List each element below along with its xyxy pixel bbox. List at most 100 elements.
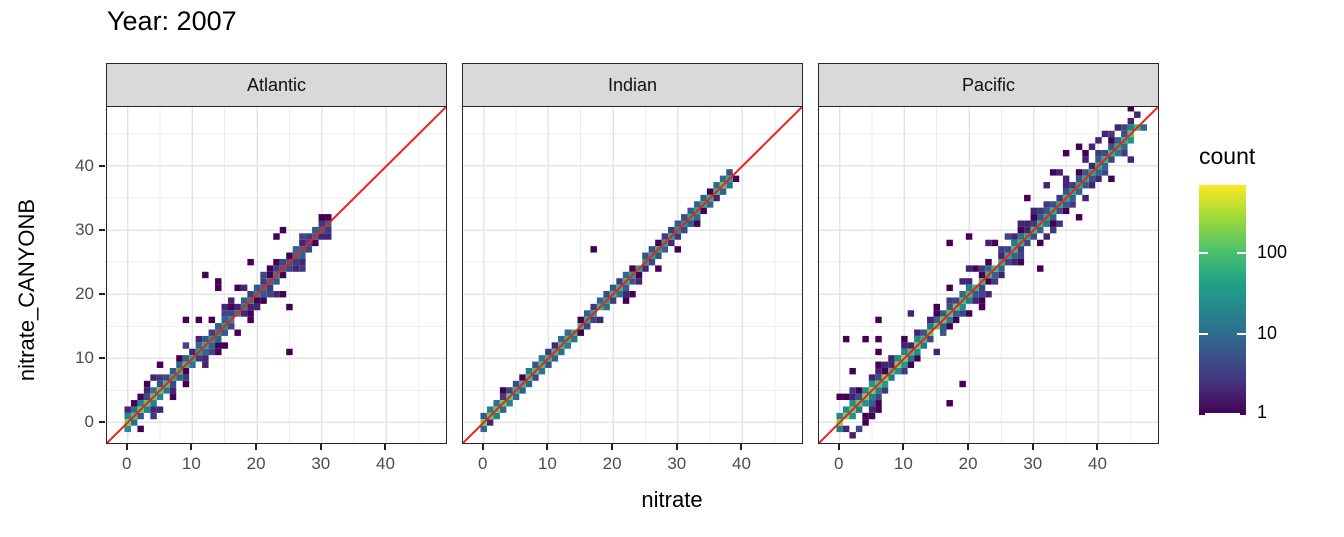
bin-rect xyxy=(693,214,701,221)
bin-rect xyxy=(972,297,979,304)
bin-rect xyxy=(260,278,267,285)
bin-rect xyxy=(894,355,902,362)
bin-rect xyxy=(305,233,313,240)
bin-rect xyxy=(279,226,287,234)
bin-rect xyxy=(1017,258,1025,266)
y-tick-mark xyxy=(99,357,105,360)
bin-rect xyxy=(687,207,694,215)
bin-rect xyxy=(868,393,876,401)
bin-rect xyxy=(182,316,190,324)
legend-tick-mark xyxy=(1199,333,1208,336)
bin-rect xyxy=(642,252,649,259)
bin-rect xyxy=(558,335,565,343)
x-tick-label: 40 xyxy=(732,454,751,473)
y-tick-mark xyxy=(99,421,105,424)
facet-panel xyxy=(106,106,447,444)
identity-line xyxy=(463,107,802,443)
bin-rect xyxy=(1017,252,1025,259)
bin-rect xyxy=(247,303,254,311)
bin-rect xyxy=(215,348,222,356)
bin-rect xyxy=(616,291,623,298)
bin-rect xyxy=(901,348,908,356)
bin-rect xyxy=(1062,149,1070,157)
bin-rect xyxy=(305,246,313,253)
bin-rect xyxy=(545,348,552,356)
bin-rect xyxy=(292,265,300,272)
bin-rect xyxy=(668,239,675,247)
bin-rect xyxy=(182,367,190,375)
bin-rect xyxy=(655,265,662,272)
bin-rect xyxy=(881,380,889,388)
bin-rect xyxy=(143,387,151,394)
bin-rect xyxy=(998,271,1005,279)
bin-rect xyxy=(182,342,190,349)
bin-rect xyxy=(266,284,274,292)
bin-rect xyxy=(901,361,908,368)
bin-rect xyxy=(545,361,552,368)
bin-rect xyxy=(933,348,940,356)
bin-rect xyxy=(875,335,882,343)
bin-rect xyxy=(512,393,520,401)
bin-rect xyxy=(985,239,992,247)
facet-strip: Atlantic xyxy=(106,63,447,107)
bin-rect xyxy=(1043,201,1050,208)
bin-rect xyxy=(240,284,248,292)
bin-rect xyxy=(862,387,869,394)
bin-rect xyxy=(622,297,630,304)
bin-rect xyxy=(1049,220,1057,227)
bin-rect xyxy=(221,342,228,349)
bin-rect xyxy=(227,297,235,304)
bin-rect xyxy=(939,323,947,330)
bin-rect xyxy=(499,387,507,394)
bin-rect xyxy=(169,380,177,388)
bin-rect xyxy=(202,348,209,356)
bin-rect xyxy=(176,361,183,368)
bin-rect xyxy=(221,316,228,324)
legend-tick-label: 10 xyxy=(1257,323,1278,344)
bin-rect xyxy=(1062,175,1070,183)
bin-rect xyxy=(312,226,319,234)
bin-rect xyxy=(227,310,235,317)
bin-rect xyxy=(1095,156,1102,163)
bin-rect xyxy=(674,233,682,240)
bin-rect xyxy=(227,323,235,330)
bin-rect xyxy=(681,214,688,221)
bin-rect xyxy=(208,316,216,324)
bin-rect xyxy=(195,355,203,362)
bin-rect xyxy=(965,265,973,272)
x-tick-label: 10 xyxy=(537,454,557,473)
bin-rect xyxy=(1024,194,1031,202)
bin-rect xyxy=(1004,233,1012,240)
identity-line xyxy=(819,107,1158,443)
bin-rect xyxy=(1049,214,1057,221)
facet-atlantic: Atlantic xyxy=(106,63,447,444)
bin-rect xyxy=(693,220,701,227)
bin-rect xyxy=(1095,175,1102,183)
bin-rect xyxy=(1056,194,1063,202)
bin-rect xyxy=(1043,207,1050,215)
y-tick-label: 20 xyxy=(75,284,94,304)
bin-rect xyxy=(551,355,559,362)
bin-rect xyxy=(868,374,876,381)
bin-rect xyxy=(538,355,546,362)
bin-rect xyxy=(914,355,921,362)
bin-rect xyxy=(1075,169,1083,176)
bin-rect xyxy=(1017,246,1025,253)
bin-rect xyxy=(1037,207,1044,215)
bin-rect xyxy=(732,175,740,183)
bin-rect xyxy=(182,374,190,381)
bin-rect xyxy=(1017,226,1025,234)
bin-rect xyxy=(215,342,222,349)
x-tick-label: 30 xyxy=(667,454,687,473)
bin-rect xyxy=(299,239,306,247)
bin-rect xyxy=(299,233,306,240)
bin-rect xyxy=(1043,220,1050,227)
x-tick-label: 20 xyxy=(246,454,266,473)
bin-rect xyxy=(629,291,636,298)
legend-tick-mark xyxy=(1237,252,1246,255)
bin-rect xyxy=(842,406,850,413)
bin-rect xyxy=(558,348,565,356)
bin-rect xyxy=(143,393,151,401)
bin-rect xyxy=(124,412,131,420)
bin-rect xyxy=(622,284,630,292)
